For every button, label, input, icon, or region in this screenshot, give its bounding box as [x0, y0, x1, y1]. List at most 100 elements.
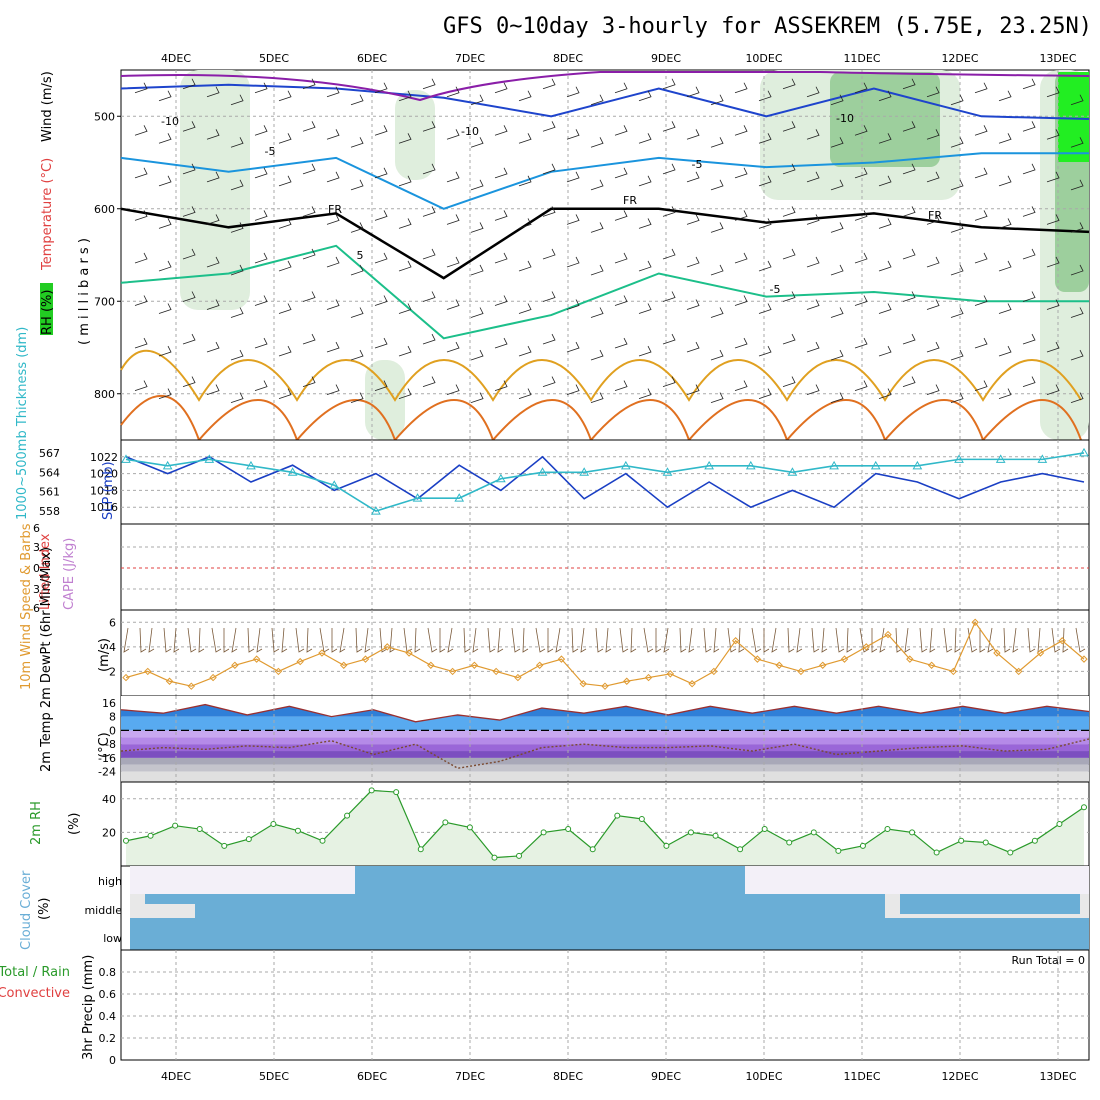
rh2m-point [417, 846, 424, 853]
wind-barb [734, 210, 748, 221]
wind-barb [1022, 78, 1036, 90]
wind10m-point [775, 661, 783, 669]
wind-barb [998, 133, 1012, 144]
wind-barb [134, 167, 148, 179]
wind-barb [542, 291, 556, 302]
wind10m-point [819, 661, 827, 669]
wind10m-barb [231, 627, 238, 653]
bottom-date-label: 11DEC [843, 1070, 880, 1083]
rh-shade-area [365, 360, 405, 440]
wind-barb [902, 333, 916, 345]
wind-barb [446, 299, 460, 310]
rh2m-point [270, 821, 277, 827]
bottom-date-label: 9DEC [651, 1070, 681, 1083]
rh2m-point [663, 842, 670, 849]
cloud-tick: low [103, 932, 122, 945]
wind-barb [206, 129, 220, 140]
wind-barb [470, 264, 484, 276]
wind-barb [806, 214, 820, 225]
rh2m-point [761, 826, 768, 833]
wind10m-point [361, 655, 370, 663]
wind-barb [758, 175, 772, 187]
cloud-patch [830, 894, 885, 918]
wind10m-point [949, 667, 958, 676]
wind-barb [254, 252, 268, 264]
wind-barb [350, 307, 364, 318]
wind-barb [1070, 137, 1084, 148]
wind-barb [1046, 171, 1060, 183]
wind-barb [734, 82, 748, 94]
wind-barb [638, 175, 652, 187]
wind-barb [782, 206, 796, 217]
wind-barb [350, 264, 364, 276]
wind-barb [446, 171, 460, 183]
wind10m-point [644, 673, 653, 682]
wind-tick: 2 [109, 665, 116, 678]
wind10m-barb [987, 627, 994, 653]
wind-barb [326, 299, 340, 310]
wind10m-point [470, 661, 479, 669]
wind-barb [254, 125, 268, 136]
wind-barb [470, 137, 484, 148]
thickness-tick: 564 [39, 466, 60, 479]
thickness-tick: 558 [39, 505, 60, 518]
wind-barb [614, 295, 628, 306]
wind-barb [350, 349, 364, 361]
wind10m-barb [463, 627, 471, 653]
cloud-low [130, 918, 1089, 950]
cloud-panel: high middle low Cloud Cover (%) [19, 865, 1090, 951]
wind10m-unit: (m/s) [97, 638, 112, 672]
wind-barb [998, 218, 1012, 229]
temp-band [121, 751, 1089, 758]
wind-barb [566, 256, 580, 268]
wind-barb [158, 303, 172, 314]
wind-barb [1022, 163, 1036, 175]
contour-label: FR [328, 203, 342, 216]
wind10m-barb [904, 627, 911, 653]
rh2m-point [786, 839, 793, 846]
wind10m-barb [821, 627, 828, 653]
wind-barb [806, 299, 820, 310]
wind-barb [686, 384, 700, 395]
wind-barb [470, 222, 484, 233]
wind10m-barb [595, 627, 604, 653]
wind10m-barb [414, 627, 421, 653]
rh-shade-area [395, 90, 435, 180]
wind-barb [806, 341, 820, 353]
slp-ticks: 558 561 564 567 1016 1018 1020 1022 [39, 447, 118, 518]
thickness-line-marker [704, 460, 714, 470]
wind10m-point [296, 657, 304, 666]
wind-barb [494, 167, 508, 179]
wind-barb [950, 392, 964, 403]
wind10m-barb [295, 627, 305, 653]
wind-barb [614, 252, 628, 264]
wind-barb [974, 337, 988, 349]
contour-purple [120, 71, 1090, 102]
wind-barb [494, 125, 508, 136]
temp-tick: 16 [102, 697, 116, 710]
precip-legend-total: Total / Rain [0, 965, 70, 980]
slp-thickness-panel: 558 561 564 567 1016 1018 1020 1022 1000~500mb … [15, 327, 1090, 525]
wind10m-barb [835, 627, 845, 653]
wind10m-barb [247, 627, 255, 653]
wind-barb [614, 82, 628, 94]
wind10m-barb [663, 627, 670, 653]
thickness-line-marker [829, 460, 839, 470]
wind10m-barb [738, 627, 745, 653]
thickness-line-marker [995, 454, 1006, 463]
wind10m-point [601, 682, 609, 690]
thickness-line-marker [162, 460, 173, 470]
slp-ylabel: SLP (mb) [101, 461, 116, 520]
wind-barb [230, 392, 244, 403]
wind-barb [206, 86, 220, 98]
wind-barb [1070, 392, 1084, 403]
rh2m-point [859, 842, 866, 849]
wind-barb [950, 94, 964, 106]
wind-barb [998, 90, 1012, 102]
wind-barb [134, 252, 148, 264]
contour-label: -5 [692, 158, 703, 171]
precip-legend-convective: Convective [0, 986, 70, 1001]
rh2m-point [958, 837, 965, 844]
wind-barb [590, 264, 604, 276]
wind10m-barb [306, 627, 313, 653]
